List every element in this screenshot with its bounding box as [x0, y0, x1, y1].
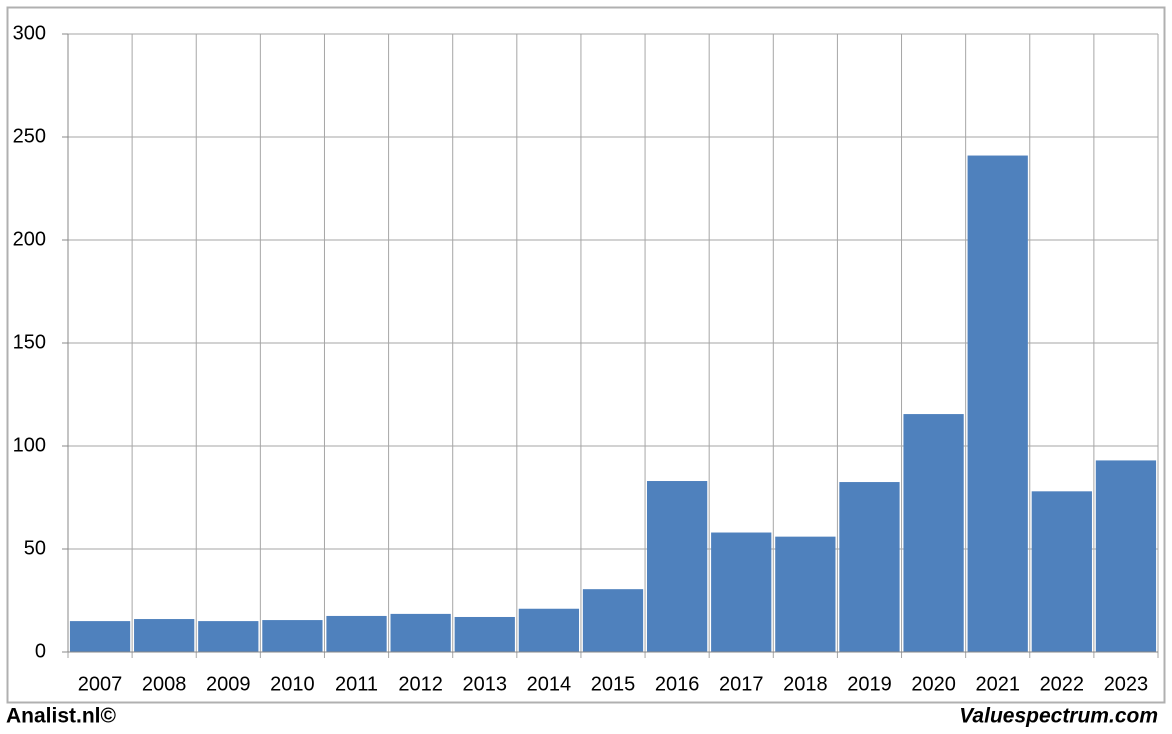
bar — [711, 532, 772, 652]
x-tick-label: 2007 — [78, 673, 123, 695]
bar — [646, 481, 708, 652]
x-tick-label: 2009 — [206, 673, 251, 695]
bar — [582, 589, 644, 652]
source-right: Valuespectrum.com — [959, 705, 1158, 728]
x-tick-label: 2015 — [591, 673, 636, 695]
x-tick-label: 2013 — [463, 673, 508, 695]
source-left: Analist.nl© — [6, 705, 117, 728]
y-tick-label: 250 — [13, 125, 46, 147]
x-tick-label: 2023 — [1104, 673, 1149, 695]
x-tick-label: 2011 — [335, 673, 378, 695]
x-tick-label: 2020 — [911, 673, 956, 695]
x-tick-label: 2022 — [1040, 673, 1085, 695]
x-tick-label: 2018 — [783, 673, 828, 695]
x-tick-label: 2010 — [270, 673, 315, 695]
bar — [775, 536, 836, 652]
y-tick-label: 300 — [13, 22, 46, 44]
bar — [967, 155, 1028, 653]
x-tick-label: 2014 — [527, 673, 572, 695]
x-tick-label: 2008 — [142, 673, 187, 695]
bar — [454, 616, 515, 652]
bar — [839, 482, 900, 652]
bar — [1095, 460, 1157, 652]
y-tick-label: 200 — [13, 228, 46, 250]
bar — [903, 414, 964, 652]
bar — [262, 620, 323, 652]
x-tick-label: 2019 — [847, 673, 892, 695]
y-tick-label: 100 — [13, 434, 46, 456]
bar — [326, 615, 387, 652]
bar — [134, 619, 195, 652]
bar — [1031, 491, 1092, 652]
bar — [198, 621, 259, 652]
bar — [69, 621, 131, 652]
y-tick-label: 150 — [13, 331, 46, 353]
x-tick-label: 2021 — [975, 673, 1020, 695]
bar — [518, 608, 580, 652]
y-tick-label: 50 — [24, 537, 46, 559]
x-tick-label: 2016 — [655, 673, 700, 695]
bar — [390, 613, 451, 652]
y-tick-label: 0 — [35, 640, 46, 662]
x-tick-label: 2012 — [398, 673, 443, 695]
x-tick-label: 2017 — [719, 673, 764, 695]
